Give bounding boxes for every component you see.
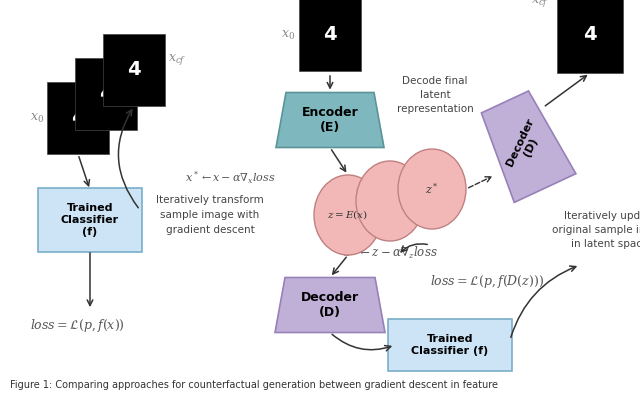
Text: $x_{cf}$: $x_{cf}$	[168, 52, 186, 68]
Text: $z^*$: $z^*$	[425, 182, 439, 196]
Text: Figure 1: Comparing approaches for counterfactual generation between gradient de: Figure 1: Comparing approaches for count…	[10, 380, 498, 390]
Text: $x_{cf}$: $x_{cf}$	[531, 0, 549, 9]
Polygon shape	[275, 278, 385, 332]
Text: $\mathbf{4}$: $\mathbf{4}$	[127, 61, 141, 79]
FancyBboxPatch shape	[388, 319, 512, 371]
Polygon shape	[276, 92, 384, 148]
Polygon shape	[481, 91, 576, 202]
Text: $loss = \mathcal{L}(p, f(x))$: $loss = \mathcal{L}(p, f(x))$	[30, 316, 125, 334]
Text: Decode final
latent
representation: Decode final latent representation	[397, 76, 474, 114]
FancyBboxPatch shape	[38, 188, 142, 252]
Text: Trained
Classifier
(f): Trained Classifier (f)	[61, 203, 119, 236]
Text: $\mathbf{4}$: $\mathbf{4}$	[582, 26, 597, 44]
Text: $loss = \mathcal{L}(p, f(D(z)))$: $loss = \mathcal{L}(p, f(D(z)))$	[430, 274, 544, 290]
Text: $\mathbf{4}$: $\mathbf{4}$	[99, 85, 113, 103]
FancyBboxPatch shape	[75, 58, 137, 130]
Ellipse shape	[356, 161, 424, 241]
Text: $\mathbf{4}$: $\mathbf{4}$	[70, 109, 85, 127]
FancyBboxPatch shape	[103, 34, 165, 106]
Text: Trained
Classifier (f): Trained Classifier (f)	[412, 334, 488, 356]
FancyBboxPatch shape	[557, 0, 623, 73]
Text: Iteratively update
original sample image
in latent space: Iteratively update original sample image…	[552, 211, 640, 249]
Text: Decoder
(D): Decoder (D)	[301, 291, 359, 319]
Text: Encoder
(E): Encoder (E)	[301, 106, 358, 134]
Text: $x_0$: $x_0$	[281, 28, 295, 42]
Text: $x^* \leftarrow x - \alpha\nabla_x loss$: $x^* \leftarrow x - \alpha\nabla_x loss$	[185, 170, 276, 186]
Ellipse shape	[398, 149, 466, 229]
Ellipse shape	[314, 175, 382, 255]
Text: $x_0$: $x_0$	[30, 112, 44, 124]
Text: $z^* \leftarrow z - \alpha\nabla_z loss$: $z^* \leftarrow z - \alpha\nabla_z loss$	[342, 243, 437, 261]
Text: $\mathbf{4}$: $\mathbf{4}$	[323, 26, 337, 44]
Text: $z = E(x)$: $z = E(x)$	[328, 208, 369, 222]
Text: Decoder
(D): Decoder (D)	[504, 117, 546, 173]
FancyBboxPatch shape	[299, 0, 361, 71]
Text: Iteratively transform
sample image with
gradient descent: Iteratively transform sample image with …	[156, 195, 264, 235]
FancyBboxPatch shape	[47, 82, 109, 154]
